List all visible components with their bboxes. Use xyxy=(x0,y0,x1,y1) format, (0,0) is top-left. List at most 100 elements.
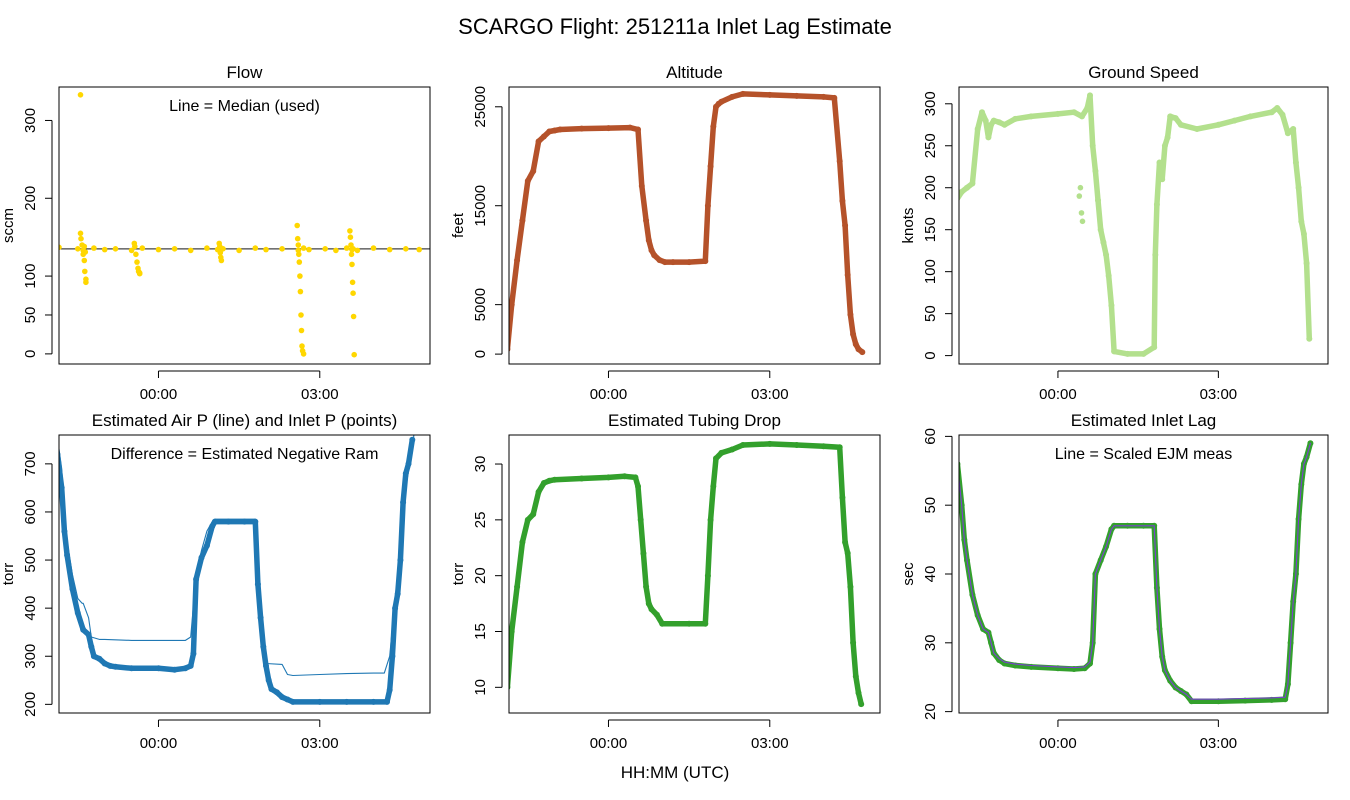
point-pressure xyxy=(59,484,65,491)
point-pressure xyxy=(187,662,194,669)
point-ground_speed xyxy=(1001,121,1008,128)
point-ground_speed xyxy=(1247,113,1254,120)
plot-area-flow xyxy=(59,92,430,358)
point-tubing xyxy=(707,516,714,523)
point-tubing xyxy=(718,449,725,456)
point-pressure xyxy=(386,686,393,693)
point-flow xyxy=(77,230,84,237)
point-ground_speed xyxy=(964,184,970,191)
point-pressure xyxy=(241,518,248,525)
point-pressure xyxy=(96,655,103,662)
point-tubing xyxy=(659,620,666,627)
point-flow xyxy=(348,242,354,248)
point-altitude xyxy=(661,259,668,266)
point-flow xyxy=(134,259,140,265)
point-flow xyxy=(351,351,358,358)
x-axis: 00:00 03:00 xyxy=(590,370,789,403)
point-ground_speed xyxy=(1108,302,1115,309)
y-tick-label: 150 xyxy=(922,217,939,242)
x-axis: 00:00 03:00 xyxy=(1039,370,1237,403)
point-altitude xyxy=(707,163,714,170)
point-ground_speed xyxy=(1087,92,1093,99)
point-ground_speed xyxy=(1153,201,1160,208)
point-ground_speed xyxy=(982,117,989,124)
point-flow xyxy=(81,257,88,264)
point-altitude xyxy=(557,126,564,133)
point-tubing xyxy=(540,480,547,486)
point-altitude xyxy=(702,258,709,265)
point-pressure xyxy=(273,689,280,696)
y-tick-label: 25000 xyxy=(472,86,489,128)
point-pressure xyxy=(289,698,296,705)
point-altitude xyxy=(645,237,652,244)
point-tubing xyxy=(739,442,746,448)
x-axis: 00:00 03:00 xyxy=(590,719,789,752)
point-ground_speed xyxy=(1172,115,1179,122)
point-tubing xyxy=(640,550,647,557)
point-pressure xyxy=(69,585,76,592)
y-axis-label: sec xyxy=(900,562,917,586)
point-lag xyxy=(1001,660,1008,667)
y-tick-label: 100 xyxy=(922,259,939,284)
y-tick-label: 50 xyxy=(22,307,39,324)
point-flow xyxy=(136,270,143,277)
point-flow xyxy=(218,257,225,264)
point-tubing xyxy=(645,600,652,607)
point-ground_speed xyxy=(959,198,960,202)
y-tick-label: 0 xyxy=(922,351,939,359)
point-ground_speed xyxy=(1161,142,1168,149)
point-ground_speed xyxy=(1274,105,1281,111)
point-ground_speed xyxy=(985,134,992,141)
point-flow xyxy=(296,251,302,258)
x-tick-label: 00:00 xyxy=(590,386,628,403)
x-tick-label: 00:00 xyxy=(140,386,178,403)
series-ground_speed-0 xyxy=(959,92,1313,357)
point-altitude xyxy=(635,126,641,133)
point-tubing xyxy=(710,483,717,490)
y-tick-label: 250 xyxy=(922,133,939,158)
point-ground_speed xyxy=(1054,110,1061,117)
plot-frame xyxy=(58,86,431,365)
x-tick-label: 00:00 xyxy=(140,735,178,752)
point-altitude xyxy=(578,125,585,132)
point-ground_speed xyxy=(1159,176,1166,183)
series-line-pressure xyxy=(59,435,415,677)
point-altitude xyxy=(842,222,849,229)
point-flow xyxy=(343,245,350,251)
point-flow xyxy=(300,351,307,357)
point-altitude xyxy=(643,217,650,224)
point-ground_speed xyxy=(1231,117,1238,124)
point-ground_speed xyxy=(1268,109,1275,116)
plot-area-lag xyxy=(959,440,1314,705)
y-tick-label: 30 xyxy=(922,634,939,651)
x-tick-label: 00:00 xyxy=(1039,735,1077,752)
point-flow xyxy=(59,244,62,251)
point-tubing xyxy=(820,443,827,450)
point-flow xyxy=(348,251,355,258)
point-tubing xyxy=(648,606,655,613)
point-flow xyxy=(386,246,393,253)
y-tick-label: 40 xyxy=(922,566,939,583)
point-tubing xyxy=(546,477,553,484)
point-flow xyxy=(295,242,302,248)
point-altitude xyxy=(670,259,676,266)
point-tubing xyxy=(653,611,660,618)
plot-frame xyxy=(958,434,1329,714)
point-flow xyxy=(403,246,409,252)
point-tubing xyxy=(686,620,693,627)
point-flow xyxy=(350,313,357,320)
point-ground_speed xyxy=(996,119,1003,126)
point-flow xyxy=(139,245,146,251)
point-pressure xyxy=(370,698,377,705)
point-altitude xyxy=(850,331,857,338)
point-flow xyxy=(279,246,285,252)
point-altitude xyxy=(831,94,838,101)
series-line-lag xyxy=(959,440,1314,705)
point-ground_speed xyxy=(990,117,997,124)
point-flow xyxy=(347,234,354,240)
x-axis: 00:00 03:00 xyxy=(140,719,339,752)
point-flow xyxy=(322,246,329,252)
point-pressure xyxy=(405,460,412,467)
